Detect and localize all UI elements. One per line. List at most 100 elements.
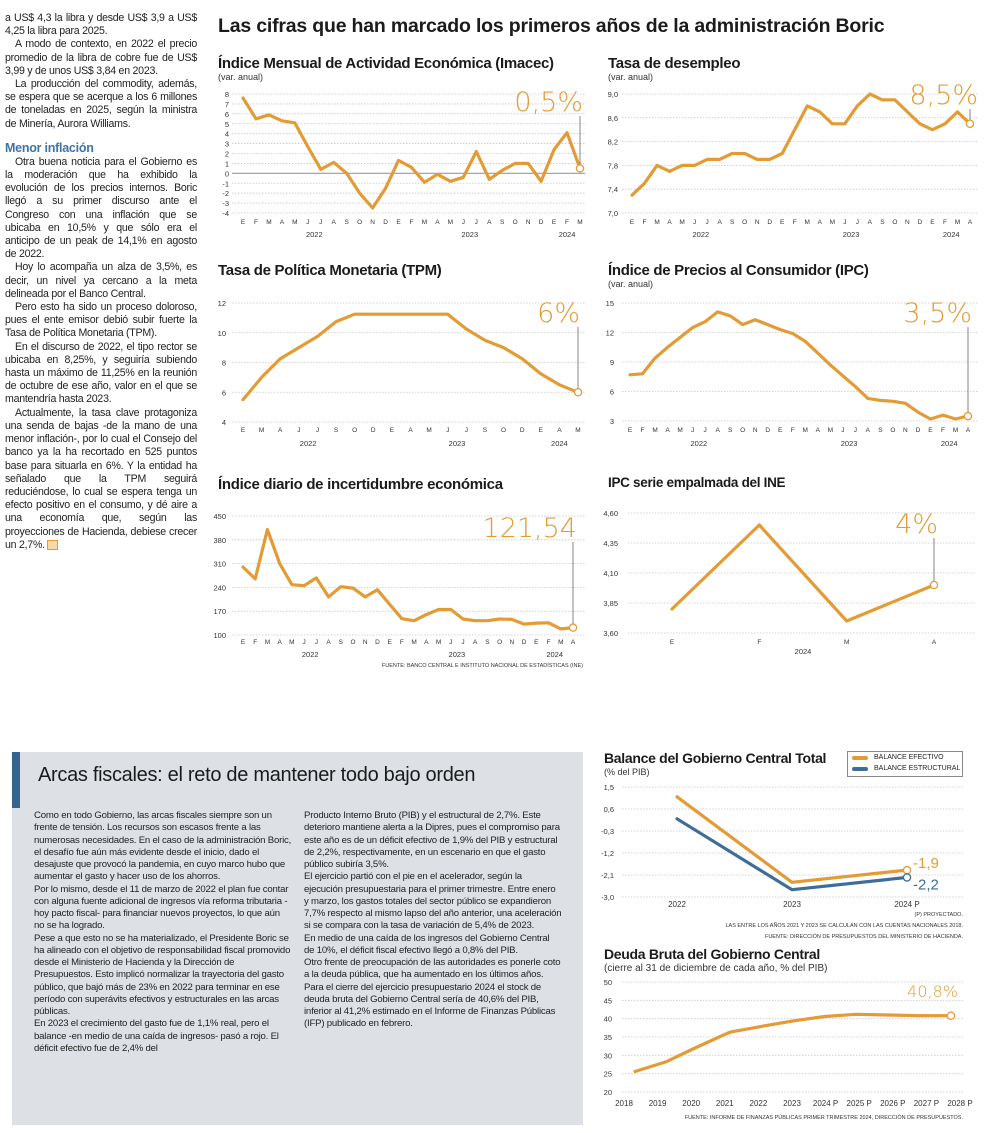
x-tick-label: D <box>371 427 376 434</box>
end-point-marker <box>902 873 912 882</box>
data-point <box>845 619 849 623</box>
y-tick-label: 3,85 <box>603 599 618 608</box>
paragraph: En el discurso de 2022, el tipo rector s… <box>5 340 197 406</box>
paragraph: Actualmente, la tasa clave protagoniza u… <box>5 406 197 551</box>
data-point <box>446 312 450 316</box>
x-tick-label: O <box>740 427 745 434</box>
y-tick-label: 3 <box>610 417 614 426</box>
x-tick-label: E <box>928 427 933 434</box>
callout-value: 4% <box>895 509 938 540</box>
legend-swatch <box>852 755 868 760</box>
data-point <box>254 117 258 121</box>
x-tick-label: A <box>818 219 823 226</box>
x-tick-label: M <box>575 427 580 434</box>
y-tick-label: 12 <box>606 329 614 338</box>
x-tick-label: N <box>526 219 531 226</box>
y-tick-label: 8,6 <box>608 114 618 123</box>
x-tick-label: S <box>878 427 883 434</box>
data-point <box>547 621 550 625</box>
y-tick-label: -1 <box>222 179 229 188</box>
data-point <box>956 110 959 114</box>
fiscal-column-1: Como en todo Gobierno, las arcas fiscale… <box>34 810 292 1055</box>
data-point <box>522 622 526 626</box>
legend-label: BALANCE ESTRUCTURAL <box>874 765 961 772</box>
x-tick-label: M <box>830 219 835 226</box>
x-group-label: 2022 <box>300 439 317 448</box>
data-point <box>918 1014 921 1018</box>
y-tick-label: 4,35 <box>603 539 618 548</box>
paragraph: En medio de una caída de los ingresos de… <box>304 932 550 956</box>
paragraph: A modo de contexto, en 2022 el precio pr… <box>5 38 197 77</box>
data-point <box>816 351 820 355</box>
chart-subtitle: (% del PIB) <box>604 767 650 777</box>
y-tick-label: 1,5 <box>604 783 614 792</box>
x-tick-label: A <box>408 427 413 434</box>
legend-label: BALANCE EFECTIVO <box>874 754 944 761</box>
data-point <box>818 110 822 114</box>
data-point <box>539 372 543 376</box>
x-tick-label: F <box>254 219 258 226</box>
x-tick-label: A <box>715 427 720 434</box>
data-point <box>675 817 679 821</box>
x-tick-label: O <box>890 427 895 434</box>
x-tick-label: 2026 P <box>880 1099 905 1108</box>
chart-title-desempleo: Tasa de desempleo <box>608 55 741 72</box>
x-tick-label: A <box>932 639 937 646</box>
x-tick-label: J <box>691 427 694 434</box>
data-point <box>655 164 659 167</box>
data-point <box>424 613 428 616</box>
paragraph: Otra buena noticia para el Gobierno es l… <box>5 155 197 261</box>
data-point <box>552 148 556 151</box>
end-value-label: -1,9 <box>913 855 939 872</box>
x-tick-label: J <box>856 219 859 226</box>
y-tick-label: 0 <box>225 169 229 178</box>
x-group-label: 2022 <box>691 439 708 448</box>
data-point <box>906 110 909 114</box>
data-point <box>693 164 696 167</box>
x-tick-label: N <box>905 219 910 226</box>
x-tick-label: S <box>483 427 488 434</box>
x-tick-label: M <box>654 219 659 226</box>
data-point <box>319 167 323 171</box>
x-tick-label: E <box>670 639 675 646</box>
data-point <box>778 328 782 331</box>
data-point <box>653 356 657 360</box>
data-point <box>705 158 709 161</box>
x-tick-label: O <box>501 427 506 434</box>
x-tick-label: A <box>717 219 722 226</box>
y-tick-label: 9,0 <box>608 90 618 99</box>
x-tick-label: F <box>943 219 947 226</box>
x-tick-label: A <box>966 427 971 434</box>
x-tick-label: F <box>793 219 797 226</box>
y-tick-label: 12 <box>218 299 226 308</box>
x-tick-label: S <box>880 219 885 226</box>
x-tick-label: O <box>357 219 362 226</box>
data-point <box>730 152 734 155</box>
x-tick-label: F <box>791 427 795 434</box>
data-point <box>510 617 514 621</box>
x-tick-label: F <box>941 427 945 434</box>
x-tick-label: A <box>557 427 562 434</box>
data-point <box>678 336 682 339</box>
data-point <box>718 158 722 161</box>
x-tick-label: E <box>241 639 246 646</box>
x-tick-label: 2024 P <box>813 1099 838 1108</box>
data-point <box>691 326 694 329</box>
x-tick-label: J <box>461 639 464 646</box>
x-tick-label: 2019 <box>649 1099 667 1108</box>
x-tick-label: A <box>667 219 672 226</box>
callout-value: 121,54 <box>483 513 577 544</box>
x-tick-label: A <box>326 639 331 646</box>
y-tick-label: 240 <box>213 583 226 592</box>
x-tick-label: J <box>315 639 318 646</box>
x-tick-label: J <box>705 219 708 226</box>
data-point <box>371 312 375 316</box>
y-tick-label: 170 <box>213 607 226 616</box>
subheading: Menor inflación <box>5 140 94 155</box>
x-tick-label: M <box>828 427 833 434</box>
x-tick-label: O <box>350 639 355 646</box>
data-point <box>520 357 524 361</box>
data-point <box>461 617 465 621</box>
paragraph: Pese a que esto no se ha materializado, … <box>34 932 291 1018</box>
